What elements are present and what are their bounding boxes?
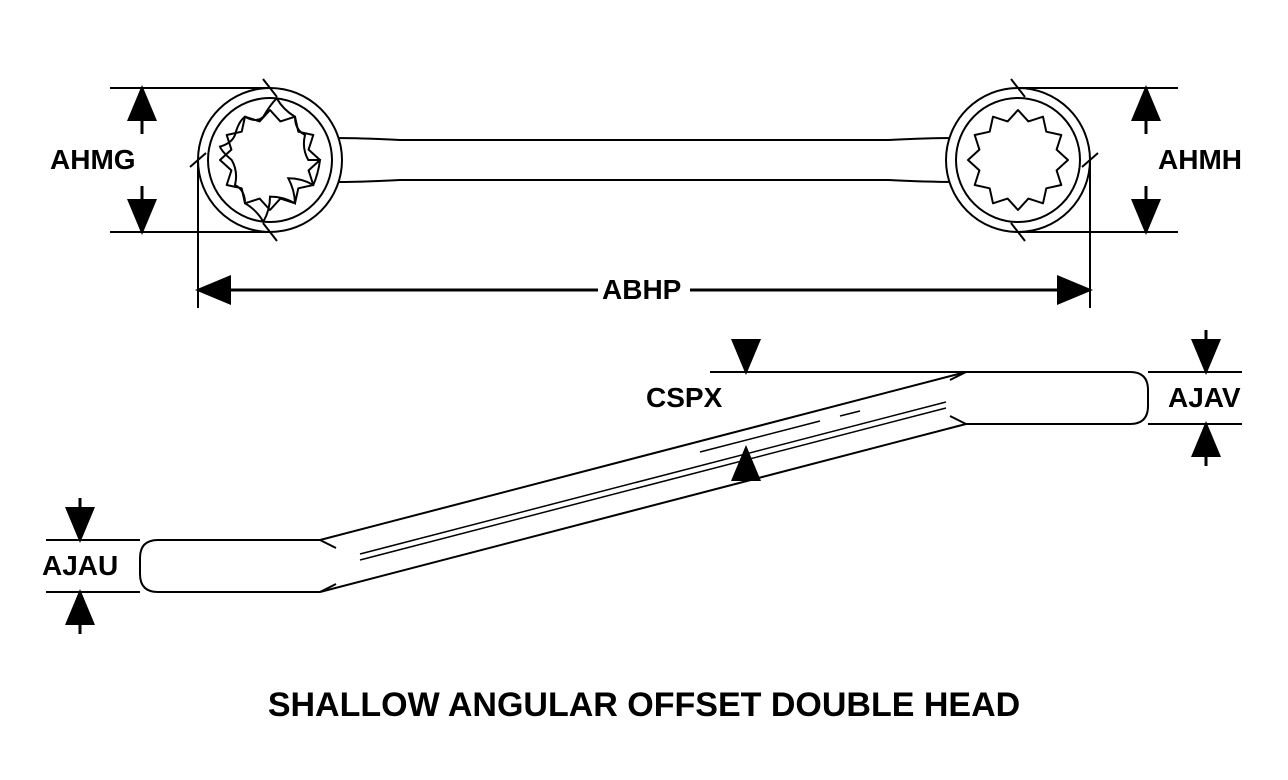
label-cspx: CSPX <box>646 382 722 414</box>
diagram-svg <box>0 0 1288 780</box>
label-ajau: AJAU <box>42 550 118 582</box>
side-handle-inner2 <box>360 408 946 560</box>
diagram-title: SHALLOW ANGULAR OFFSET DOUBLE HEAD <box>0 686 1288 725</box>
side-handle-bot <box>320 424 966 592</box>
side-handle-inner1 <box>360 402 946 554</box>
side-left-head <box>140 540 320 592</box>
label-ahmh: AHMH <box>1158 144 1242 176</box>
handle-bottom-line <box>335 180 953 182</box>
side-handle-top <box>320 372 966 540</box>
label-ahmg: AHMG <box>50 144 136 176</box>
handle-top <box>335 138 953 140</box>
label-ajav: AJAV <box>1168 382 1241 414</box>
label-abhp: ABHP <box>602 274 681 306</box>
side-right-head <box>966 372 1148 424</box>
